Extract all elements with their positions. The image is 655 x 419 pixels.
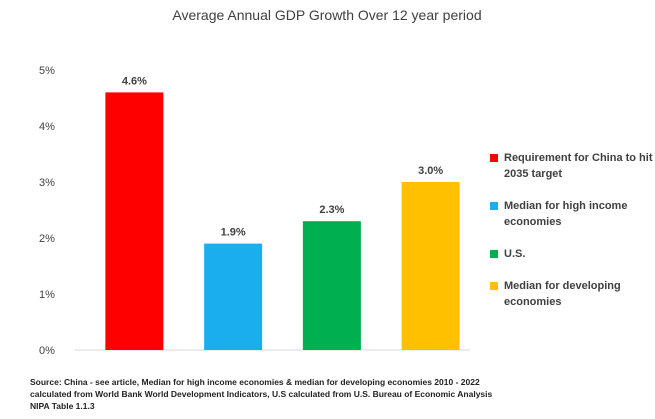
chart-legend: Requirement for China to hit 2035 target…	[490, 150, 655, 326]
legend-item-china: Requirement for China to hit 2035 target	[490, 150, 655, 182]
legend-label: U.S.	[504, 248, 526, 260]
bar	[401, 182, 460, 350]
y-tick-label: 5%	[39, 65, 55, 77]
y-tick-label: 2%	[39, 233, 55, 245]
legend-swatch-blue	[490, 202, 498, 210]
legend-swatch-green	[490, 250, 498, 258]
legend-swatch-red	[490, 154, 498, 162]
source-note: Source: China - see article, Median for …	[30, 377, 493, 411]
legend-item-us: U.S.	[490, 246, 655, 262]
bar	[204, 243, 263, 350]
y-tick-label: 1%	[39, 289, 55, 301]
legend-item-high-income: Median for high income economies	[490, 198, 655, 230]
y-tick-label: 3%	[39, 177, 55, 189]
legend-label: Median for developing economies	[504, 280, 621, 308]
bar	[105, 92, 164, 351]
legend-item-developing: Median for developing economies	[490, 278, 655, 310]
bar	[302, 221, 361, 350]
legend-swatch-yellow	[490, 282, 498, 290]
data-label: 1.9%	[221, 227, 246, 239]
data-label: 4.6%	[122, 75, 147, 87]
data-label: 2.3%	[319, 204, 344, 216]
legend-label: Requirement for China to hit 2035 target	[504, 152, 653, 180]
data-label: 3.0%	[418, 165, 443, 177]
y-tick-label: 0%	[39, 345, 55, 357]
y-tick-label: 4%	[39, 121, 55, 133]
legend-label: Median for high income economies	[504, 200, 628, 228]
chart-title: Average Annual GDP Growth Over 12 year p…	[172, 7, 481, 23]
